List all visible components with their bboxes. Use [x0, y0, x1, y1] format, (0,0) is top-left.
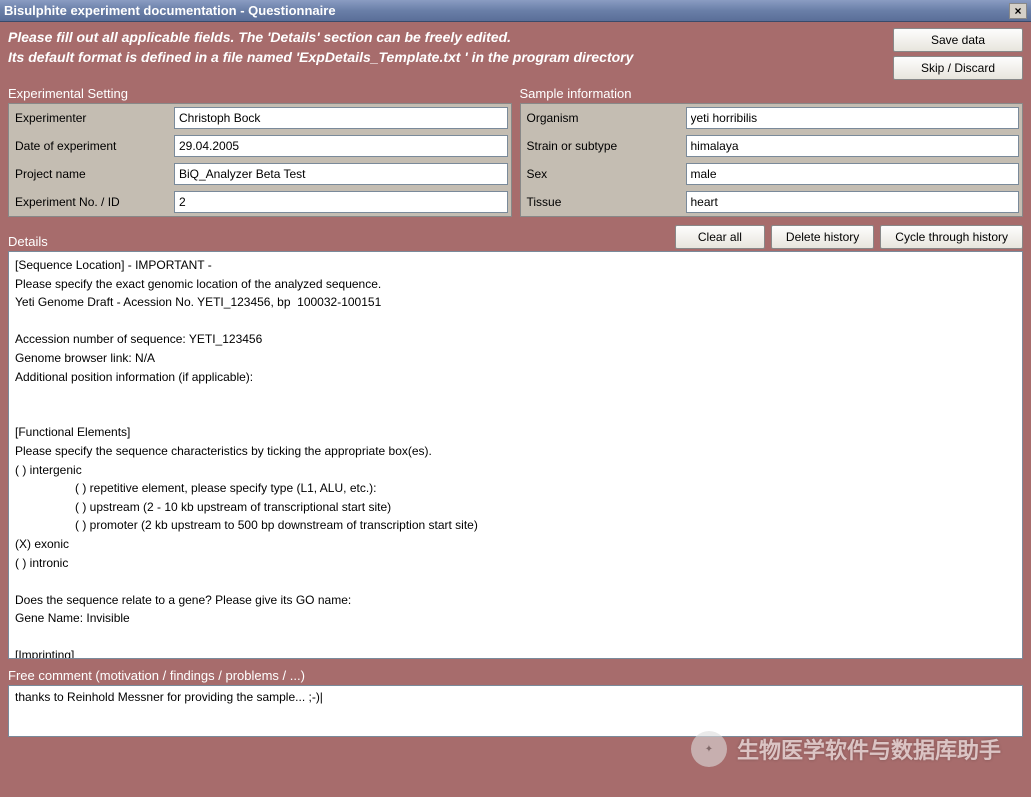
experimental-grid: Experimenter Date of experiment Project … — [8, 103, 512, 217]
instructions-line1: Please fill out all applicable fields. T… — [8, 28, 883, 48]
content-area: Please fill out all applicable fields. T… — [0, 22, 1031, 746]
titlebar: Bisulphite experiment documentation - Qu… — [0, 0, 1031, 22]
save-button[interactable]: Save data — [893, 28, 1023, 52]
experiment-id-input[interactable] — [174, 191, 508, 213]
field-label: Strain or subtype — [521, 132, 686, 160]
top-row: Please fill out all applicable fields. T… — [8, 28, 1023, 80]
instructions-line2: Its default format is defined in a file … — [8, 48, 883, 68]
details-buttons: Clear all Delete history Cycle through h… — [675, 225, 1023, 249]
field-label: Tissue — [521, 188, 686, 216]
cycle-history-button[interactable]: Cycle through history — [880, 225, 1023, 249]
sample-section: Sample information Organism Strain or su… — [520, 86, 1024, 217]
window-title: Bisulphite experiment documentation - Qu… — [4, 3, 1009, 18]
field-label: Sex — [521, 160, 686, 188]
instructions: Please fill out all applicable fields. T… — [8, 28, 893, 67]
field-label: Experimenter — [9, 104, 174, 132]
field-label: Project name — [9, 160, 174, 188]
project-input[interactable] — [174, 163, 508, 185]
strain-input[interactable] — [686, 135, 1020, 157]
experimenter-input[interactable] — [174, 107, 508, 129]
comment-textarea[interactable] — [8, 685, 1023, 737]
field-label: Date of experiment — [9, 132, 174, 160]
details-title: Details — [8, 234, 675, 249]
close-icon: × — [1014, 4, 1021, 18]
details-textarea[interactable] — [8, 251, 1023, 659]
sample-title: Sample information — [520, 86, 1024, 101]
experimental-title: Experimental Setting — [8, 86, 512, 101]
tissue-input[interactable] — [686, 191, 1020, 213]
comment-section: Free comment (motivation / findings / pr… — [8, 668, 1023, 740]
comment-title: Free comment (motivation / findings / pr… — [8, 668, 1023, 683]
sections-row: Experimental Setting Experimenter Date o… — [8, 86, 1023, 217]
skip-button[interactable]: Skip / Discard — [893, 56, 1023, 80]
top-buttons: Save data Skip / Discard — [893, 28, 1023, 80]
delete-history-button[interactable]: Delete history — [771, 225, 874, 249]
clear-all-button[interactable]: Clear all — [675, 225, 765, 249]
organism-input[interactable] — [686, 107, 1020, 129]
close-button[interactable]: × — [1009, 3, 1027, 19]
details-header: Details Clear all Delete history Cycle t… — [8, 225, 1023, 249]
experimental-section: Experimental Setting Experimenter Date o… — [8, 86, 512, 217]
sex-input[interactable] — [686, 163, 1020, 185]
sample-grid: Organism Strain or subtype Sex Tissue — [520, 103, 1024, 217]
field-label: Experiment No. / ID — [9, 188, 174, 216]
date-input[interactable] — [174, 135, 508, 157]
field-label: Organism — [521, 104, 686, 132]
